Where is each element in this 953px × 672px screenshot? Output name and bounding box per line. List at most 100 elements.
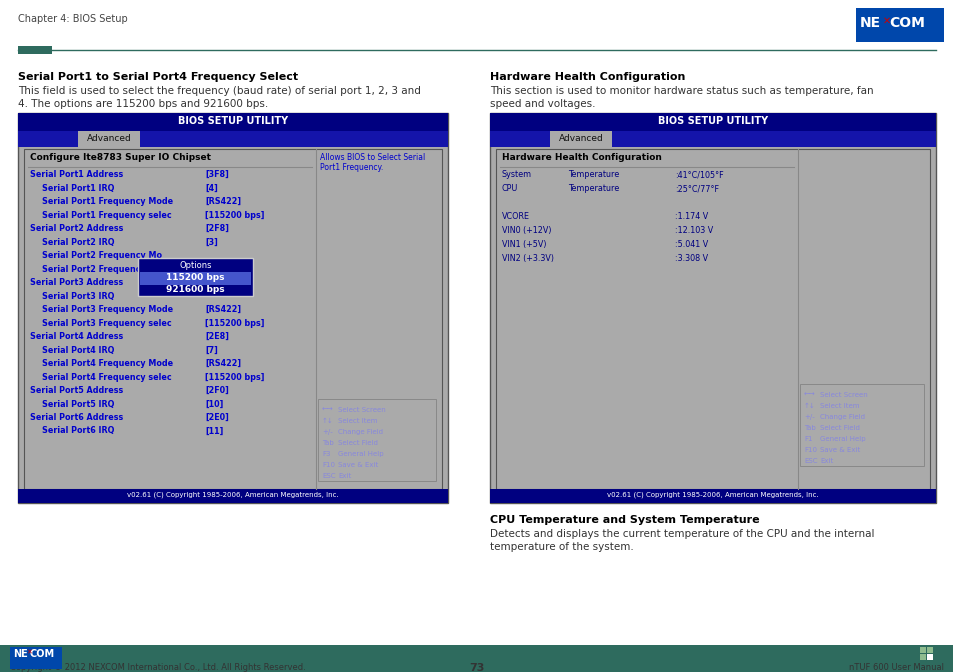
Text: BIOS SETUP UTILITY: BIOS SETUP UTILITY bbox=[178, 116, 288, 126]
Text: F1: F1 bbox=[803, 436, 812, 442]
Bar bbox=[138, 258, 253, 296]
Text: [2E0]: [2E0] bbox=[205, 413, 229, 422]
Text: 73: 73 bbox=[469, 663, 484, 672]
Text: ←→: ←→ bbox=[322, 407, 334, 413]
Bar bbox=[550, 131, 612, 147]
Text: This section is used to monitor hardware status such as temperature, fan: This section is used to monitor hardware… bbox=[490, 86, 873, 96]
Text: Select Screen: Select Screen bbox=[337, 407, 385, 413]
Text: Serial Port5 IRQ: Serial Port5 IRQ bbox=[42, 399, 114, 409]
Text: Select Item: Select Item bbox=[820, 403, 859, 409]
Text: Options: Options bbox=[179, 261, 212, 269]
Text: Serial Port3 IRQ: Serial Port3 IRQ bbox=[42, 292, 114, 300]
Text: :5.041 V: :5.041 V bbox=[675, 240, 707, 249]
Text: ✕: ✕ bbox=[26, 649, 31, 655]
Bar bbox=[490, 131, 935, 147]
Bar bbox=[317, 399, 436, 481]
Text: Port1 Frequency.: Port1 Frequency. bbox=[319, 163, 383, 172]
Bar bbox=[855, 8, 943, 42]
Text: Serial Port2 IRQ: Serial Port2 IRQ bbox=[42, 237, 114, 247]
Text: Serial Port4 Frequency Mode: Serial Port4 Frequency Mode bbox=[42, 359, 172, 368]
Text: General Help: General Help bbox=[820, 436, 864, 442]
Bar bbox=[78, 131, 140, 147]
Text: Serial Port3 Frequency Mode: Serial Port3 Frequency Mode bbox=[42, 305, 172, 314]
Bar bbox=[919, 654, 925, 660]
Text: VIN2 (+3.3V): VIN2 (+3.3V) bbox=[501, 254, 554, 263]
Text: [2E8]: [2E8] bbox=[205, 332, 229, 341]
Text: Select Field: Select Field bbox=[820, 425, 859, 431]
Text: Save & Exit: Save & Exit bbox=[337, 462, 377, 468]
Text: [10]: [10] bbox=[205, 399, 223, 409]
Text: speed and voltages.: speed and voltages. bbox=[490, 99, 595, 109]
Bar bbox=[18, 46, 52, 54]
Text: F10: F10 bbox=[803, 447, 816, 453]
Text: Serial Port1 to Serial Port4 Frequency Select: Serial Port1 to Serial Port4 Frequency S… bbox=[18, 72, 297, 82]
Text: Change Field: Change Field bbox=[337, 429, 382, 435]
Text: Serial Port1 IRQ: Serial Port1 IRQ bbox=[42, 183, 114, 192]
Text: [4]: [4] bbox=[205, 183, 217, 192]
Text: VCORE: VCORE bbox=[501, 212, 530, 221]
Text: Serial Port5 Address: Serial Port5 Address bbox=[30, 386, 123, 395]
Text: [RS422]: [RS422] bbox=[205, 359, 241, 368]
Text: Select Item: Select Item bbox=[337, 418, 377, 424]
Bar bbox=[496, 149, 929, 489]
Text: v02.61 (C) Copyright 1985-2006, American Megatrends, Inc.: v02.61 (C) Copyright 1985-2006, American… bbox=[127, 491, 338, 497]
Text: Copyright © 2012 NEXCOM International Co., Ltd. All Rights Reserved.: Copyright © 2012 NEXCOM International Co… bbox=[10, 663, 305, 672]
Text: [11]: [11] bbox=[205, 427, 223, 435]
Bar bbox=[490, 489, 935, 503]
Text: System: System bbox=[501, 170, 532, 179]
Bar bbox=[926, 654, 932, 660]
Bar bbox=[800, 384, 923, 466]
Text: [2F8]: [2F8] bbox=[205, 224, 229, 233]
Text: ✕: ✕ bbox=[882, 16, 890, 26]
Text: Serial Port2 Frequency Mo: Serial Port2 Frequency Mo bbox=[42, 251, 162, 260]
Text: F3: F3 bbox=[322, 451, 330, 457]
Text: ↑↓: ↑↓ bbox=[803, 403, 815, 409]
Text: [115200 bps]: [115200 bps] bbox=[205, 372, 264, 382]
Text: Chapter 4: BIOS Setup: Chapter 4: BIOS Setup bbox=[18, 14, 128, 24]
Text: v02.61 (C) Copyright 1985-2006, American Megatrends, Inc.: v02.61 (C) Copyright 1985-2006, American… bbox=[606, 491, 818, 497]
Text: temperature of the system.: temperature of the system. bbox=[490, 542, 633, 552]
Text: Advanced: Advanced bbox=[558, 134, 602, 143]
Text: Allows BIOS to Select Serial: Allows BIOS to Select Serial bbox=[319, 153, 425, 162]
Text: Serial Port6 IRQ: Serial Port6 IRQ bbox=[42, 427, 114, 435]
Text: :3.308 V: :3.308 V bbox=[675, 254, 707, 263]
Text: COM: COM bbox=[30, 649, 55, 659]
Text: [3F8]: [3F8] bbox=[205, 170, 229, 179]
Text: :41°C/105°F: :41°C/105°F bbox=[675, 170, 723, 179]
Text: [115200 bps]: [115200 bps] bbox=[205, 319, 264, 327]
Text: 4. The options are 115200 bps and 921600 bps.: 4. The options are 115200 bps and 921600… bbox=[18, 99, 268, 109]
Text: Serial Port4 Address: Serial Port4 Address bbox=[30, 332, 123, 341]
Text: ESC: ESC bbox=[803, 458, 817, 464]
Text: This field is used to select the frequency (baud rate) of serial port 1, 2, 3 an: This field is used to select the frequen… bbox=[18, 86, 420, 96]
Bar bbox=[497, 151, 795, 167]
Text: Serial Port4 IRQ: Serial Port4 IRQ bbox=[42, 345, 114, 355]
Bar bbox=[926, 647, 932, 653]
Text: CPU Temperature and System Temperature: CPU Temperature and System Temperature bbox=[490, 515, 759, 525]
Bar bbox=[24, 149, 441, 489]
Text: ↑↓: ↑↓ bbox=[322, 418, 334, 424]
Text: Tab: Tab bbox=[322, 440, 334, 446]
Bar bbox=[140, 271, 251, 285]
Text: Serial Port6 Address: Serial Port6 Address bbox=[30, 413, 123, 422]
Text: 115200 bps: 115200 bps bbox=[166, 273, 225, 282]
Text: Save & Exit: Save & Exit bbox=[820, 447, 860, 453]
Text: 921600 bps: 921600 bps bbox=[166, 285, 225, 294]
Text: :25°C/77°F: :25°C/77°F bbox=[675, 184, 719, 193]
Text: :12.103 V: :12.103 V bbox=[675, 226, 713, 235]
Text: Serial Port2 Frequency sele: Serial Port2 Frequency sele bbox=[42, 265, 167, 274]
Text: VIN1 (+5V): VIN1 (+5V) bbox=[501, 240, 546, 249]
Text: General Help: General Help bbox=[337, 451, 383, 457]
Text: Select Field: Select Field bbox=[337, 440, 377, 446]
Bar bbox=[0, 645, 953, 672]
Bar bbox=[18, 489, 448, 503]
Bar bbox=[10, 647, 62, 669]
Text: Serial Port1 Frequency selec: Serial Port1 Frequency selec bbox=[42, 210, 172, 220]
Text: Serial Port2 Address: Serial Port2 Address bbox=[30, 224, 123, 233]
Bar bbox=[18, 113, 448, 131]
Text: :1.174 V: :1.174 V bbox=[675, 212, 707, 221]
Text: Tab: Tab bbox=[803, 425, 815, 431]
Text: Serial Port4 Frequency selec: Serial Port4 Frequency selec bbox=[42, 372, 172, 382]
Text: ←→: ←→ bbox=[803, 392, 815, 398]
Text: [7]: [7] bbox=[205, 345, 217, 355]
Text: NE: NE bbox=[859, 16, 881, 30]
